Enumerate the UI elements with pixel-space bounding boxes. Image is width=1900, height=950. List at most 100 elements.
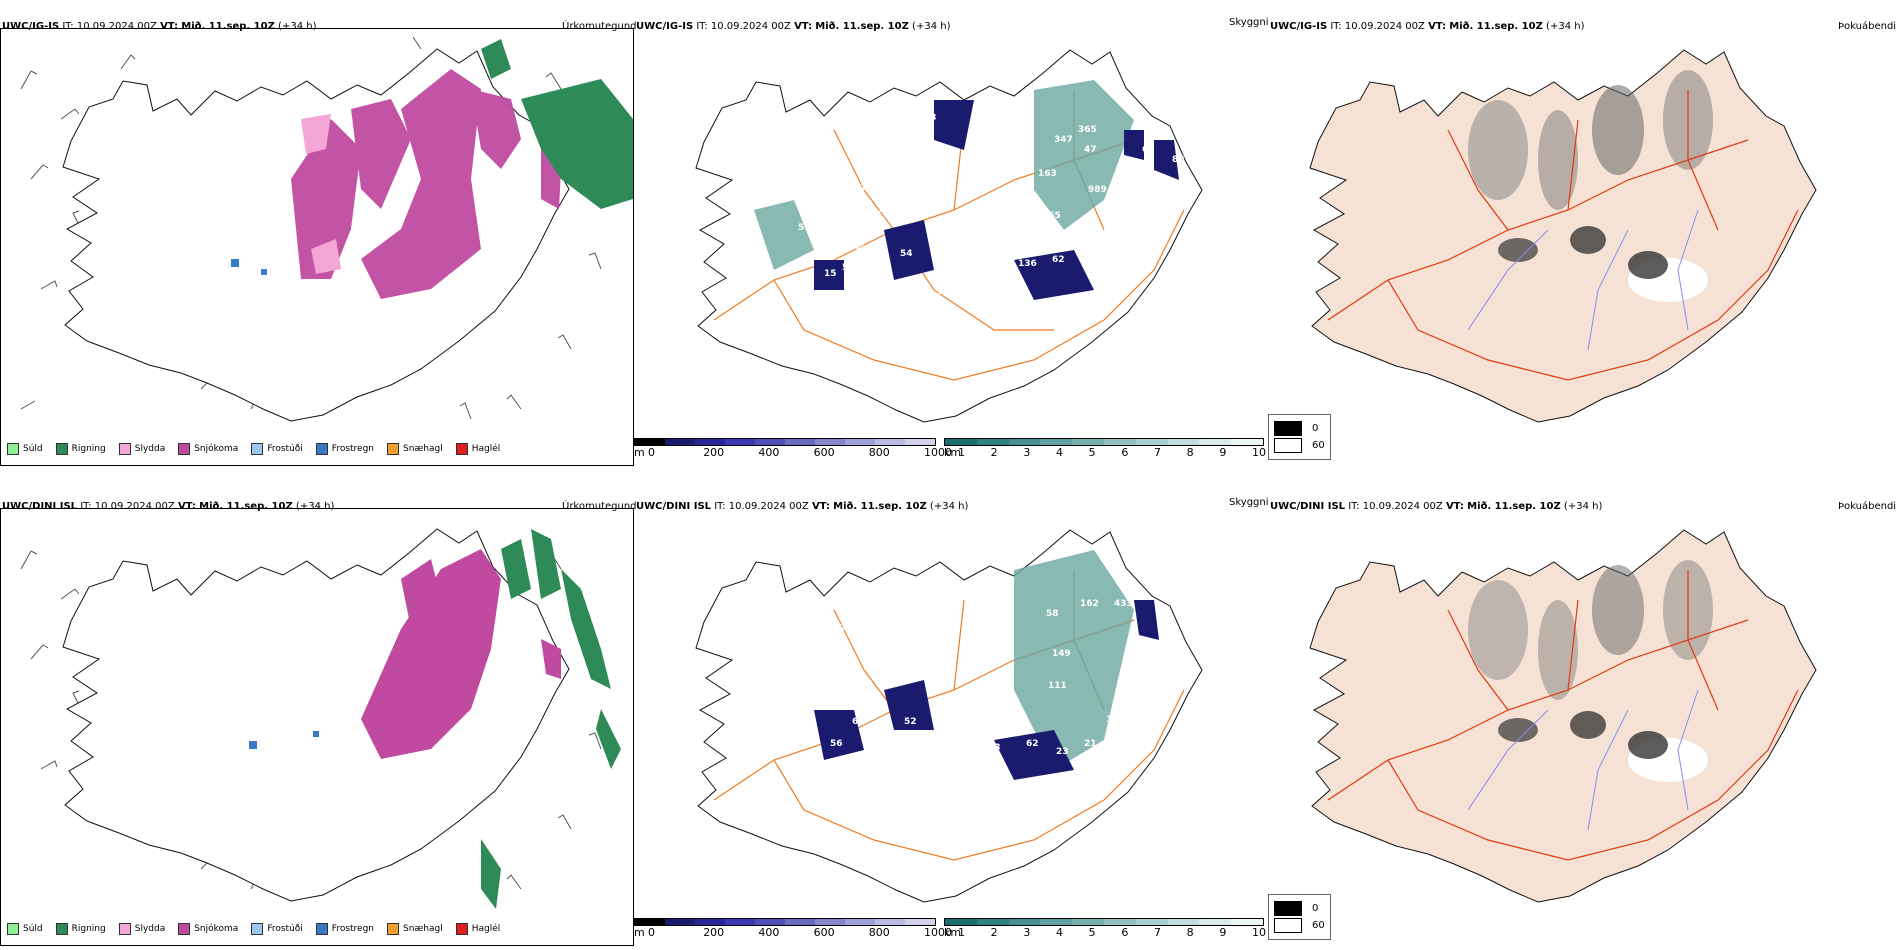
cloud-base-label: 21 [1084, 739, 1097, 749]
colorbar-tick: 10 [1252, 926, 1266, 939]
cloud-base-label: 28 [1164, 643, 1177, 653]
cloud-base-label: 78 [1142, 725, 1155, 735]
precip-legend-item: Frostúði [251, 443, 303, 455]
low-cloud-blue [814, 600, 1159, 780]
vis-colorbar-ticks: 1 2 3 4 5 6 7 8 9 10 [944, 446, 1266, 460]
colorbar-segment [785, 919, 815, 925]
legend-label: Frostúði [267, 444, 303, 454]
legend-swatch [455, 443, 468, 455]
colorbar-segment [1199, 919, 1232, 925]
colorbar-tick: 4 [1056, 446, 1063, 459]
cloud-base-label: 69 [852, 717, 865, 727]
colorbar-segment [665, 439, 695, 445]
colorbar-tick: 0 [648, 926, 655, 939]
cloud-map-row2: 20 11 24 58 162 433 149 111 28 69 56 52 73 62 23 21 15 78 [695, 529, 1203, 903]
precip-legend-item: Snjókoma [178, 443, 238, 455]
fog-shading [1468, 560, 1713, 782]
cloud-base-label: 136 [1018, 259, 1037, 269]
colorbar-segment [1135, 919, 1168, 925]
cloud-base-label: 518 [798, 223, 817, 233]
precip-map-row2 [20, 528, 621, 909]
precip-panel-row1: Súld Rigning Slydda Snjókoma Frostúði Frostre… [0, 28, 634, 466]
cloud-base-label: 61 [1142, 145, 1155, 155]
precip-legend-row2: Súld Rigning Slydda Snjókoma Frostúði Frostre… [7, 923, 513, 935]
cloud-base-label: 15 [824, 269, 837, 279]
colorbar-tick: 0 [648, 446, 655, 459]
fog-legend-swatch [1274, 901, 1302, 916]
title-cloud-row2: Skyggni [1229, 497, 1269, 508]
colorbar-tick: 3 [1023, 446, 1031, 459]
legend-swatch [455, 923, 468, 935]
legend-swatch [387, 443, 400, 455]
precip-legend-item: Snjókoma [178, 923, 238, 935]
vis-unit: km [944, 446, 962, 459]
fog-legend-row2: 0 60 [1268, 894, 1331, 940]
fog-legend-row: 0 [1274, 901, 1325, 916]
colorbar-segment [1072, 439, 1104, 445]
colorbar-tick: 8 [1186, 926, 1194, 939]
colorbar-segment [1167, 439, 1200, 445]
colorbar-segment [785, 439, 815, 445]
cloud-base-label: 165 [1042, 211, 1061, 221]
cloud-base-label: 73 [988, 743, 1001, 753]
colorbar-segment [905, 439, 935, 445]
colorbar-segment [1103, 919, 1136, 925]
roads [1327, 90, 1799, 381]
title-fog-row2: Þokuábendi [1838, 501, 1897, 512]
vis-colorbar-gradient [944, 438, 1264, 446]
cloud-base-label: 111 [1048, 681, 1067, 691]
fog-map-row2 [1309, 529, 1817, 903]
cloud-base-label: 54 [900, 249, 913, 259]
colorbar-tick: 7 [1154, 926, 1161, 939]
cloud-base-label: 57 [842, 263, 855, 273]
colorbar-tick: 800 [868, 926, 890, 939]
iceland-fill [1309, 529, 1817, 903]
colorbar-segment [845, 919, 875, 925]
rivers [1467, 689, 1699, 831]
height-colorbar-gradient [634, 438, 936, 446]
precip-legend-item: Slydda [118, 443, 165, 455]
cloud-base-label: 98 [938, 145, 951, 155]
colorbar-tick: 2 [990, 446, 998, 459]
precip-legend-item: Snæhagl [387, 923, 443, 935]
height-colorbar-row2: 0 200 400 600 800 1000 m [634, 918, 952, 940]
precip-legend-item: Haglél [455, 923, 500, 935]
cloud-base-label: 33 [924, 113, 937, 123]
fog-legend-row: 0 [1274, 421, 1325, 436]
precip-map-row1 [20, 36, 633, 422]
colorbar-segment [875, 919, 905, 925]
header-row1-fog: UWC/IG-IS IT: 10.09.2024 00Z VT: Mið. 11… [1270, 21, 1585, 32]
precip-legend-item: Frostúði [251, 923, 303, 935]
vis-colorbar-row1: 1 2 3 4 5 6 7 8 9 10 km [944, 438, 1266, 460]
cloud-base-label: 53 [860, 139, 873, 149]
rivers [1467, 209, 1699, 351]
low-cloud-blue [814, 100, 1179, 300]
legend-label: Snæhagl [403, 924, 443, 934]
low-cloud-teal [1014, 550, 1134, 770]
vis-unit: km [944, 926, 962, 939]
legend-label: Súld [23, 924, 43, 934]
fog-panel-row2 [1268, 510, 1900, 940]
colorbar-tick: 10 [1252, 446, 1266, 459]
cloud-base-label: 47 [1084, 145, 1097, 155]
fog-panel-row1 [1268, 30, 1900, 460]
cloud-base-label: 433 [1114, 599, 1133, 609]
title-fog-row1: Þokuábendi [1838, 21, 1897, 32]
colorbar-segment [665, 919, 695, 925]
colorbar-segment [945, 919, 977, 925]
cloud-base-label: 33 [938, 287, 951, 297]
precip-legend-item: Snæhagl [387, 443, 443, 455]
fog-shading [1468, 70, 1713, 302]
cloud-base-label: 365 [1078, 125, 1097, 135]
colorbar-segment [845, 439, 875, 445]
cloud-base-label: 67 [856, 245, 869, 255]
colorbar-tick: 600 [813, 446, 835, 459]
header-row2-precip: UWC/DINI ISL IT: 10.09.2024 00Z VT: Mið.… [2, 501, 335, 512]
cloud-base-label: 214 [854, 183, 873, 193]
colorbar-tick: 2 [990, 926, 998, 939]
cloud-base-label: 989 [1088, 185, 1107, 195]
low-cloud-teal [754, 80, 1134, 270]
colorbar-segment [1040, 439, 1073, 445]
